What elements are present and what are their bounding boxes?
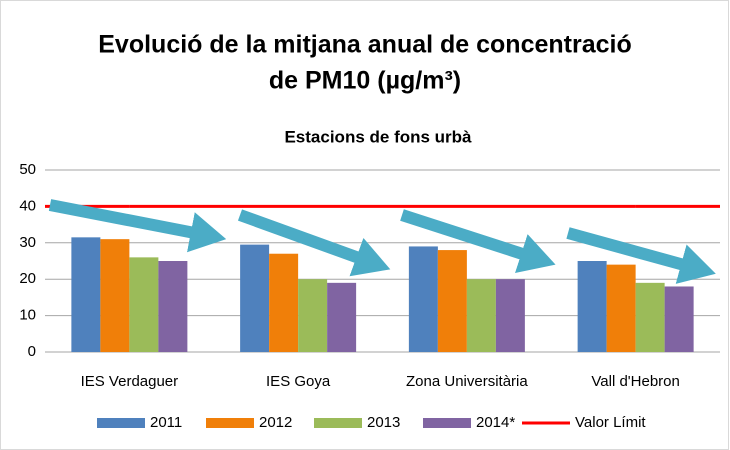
bar: [269, 253, 299, 352]
bar: [408, 246, 438, 352]
bar: [100, 239, 130, 352]
bar: [437, 250, 467, 352]
bar: [158, 261, 188, 352]
y-tick-label: 20: [19, 270, 36, 287]
legend-swatch: [97, 418, 145, 428]
bar: [664, 286, 694, 352]
bar: [298, 279, 328, 352]
legend-label: 2014*: [476, 414, 515, 431]
bar: [240, 244, 270, 352]
legend-label: 2012: [259, 414, 292, 431]
legend-swatch: [206, 418, 254, 428]
legend-label: 2011: [150, 414, 182, 431]
arrow: [237, 209, 391, 277]
arrow: [48, 199, 227, 253]
y-tick-label: 30: [19, 234, 36, 251]
bar: [577, 261, 607, 352]
x-tick-label: IES Verdaguer: [81, 373, 179, 390]
arrow: [400, 209, 556, 273]
bar: [129, 257, 159, 352]
x-tick-label: Vall d'Hebron: [591, 373, 679, 390]
chart-title: Evolució de la mitjana anual de concentr…: [98, 31, 631, 59]
legend-label: 2013: [367, 414, 400, 431]
x-tick-label: IES Goya: [266, 373, 331, 390]
y-tick-label: 50: [19, 161, 36, 178]
legend-label: Valor Límit: [575, 414, 646, 431]
plot: 0 10 20 30 40 50 IES Verdaguer IES Goya Zona Uni…: [19, 161, 720, 431]
bar: [466, 279, 496, 352]
x-tick-label: Zona Universitària: [406, 373, 528, 390]
trend-arrows: [48, 199, 716, 284]
bar: [71, 237, 101, 352]
bar: [495, 279, 525, 352]
bar: [635, 282, 665, 352]
bar: [606, 264, 636, 352]
arrow: [566, 227, 716, 284]
legend-swatch: [423, 418, 471, 428]
chart-subtitle: Estacions de fons urbà: [284, 127, 472, 146]
y-tick-label: 10: [19, 307, 36, 324]
y-tick-label: 0: [28, 343, 36, 360]
y-tick-label: 40: [19, 197, 36, 214]
chart-title: de PM10 (µg/m³): [269, 67, 461, 95]
legend-swatch: [314, 418, 362, 428]
bar: [327, 282, 357, 352]
